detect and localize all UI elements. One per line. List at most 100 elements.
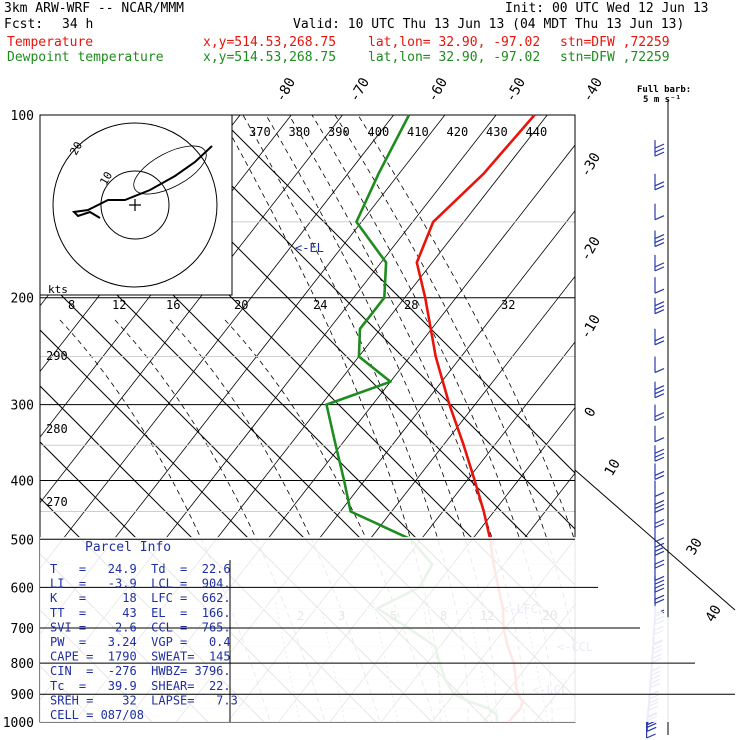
wind-barb — [654, 511, 665, 529]
hodograph-speed-label: 8 — [68, 298, 75, 312]
theta-label: 280 — [46, 422, 68, 436]
parcel-info-row: SREH = 32 LAPSE= 7.3 — [50, 693, 238, 707]
hodograph-speed-label: 20 — [234, 298, 248, 312]
wind-barb — [654, 356, 665, 374]
pressure-tick-label: 700 — [11, 622, 34, 637]
parcel-info-row: CIN = -276 HWBZ= 3796. — [50, 664, 231, 678]
pressure-tick-label: 400 — [11, 474, 34, 489]
moist-adiabat-line — [311, 115, 553, 722]
model-title: 3km ARW-WRF -- NCAR/MMM — [4, 1, 185, 16]
isotherm-line — [40, 115, 343, 504]
wind-barb — [654, 425, 665, 443]
theta-label: 290 — [46, 349, 68, 363]
wind-barb — [654, 404, 665, 422]
forecast-label: Fcst: — [4, 17, 44, 32]
parcel-info-row: SVI = 2.6 CCL = 765. — [50, 620, 231, 634]
parcel-info-row: PW = 3.24 VGP = 0.4 — [50, 635, 231, 649]
dry-adiabat-line — [216, 115, 575, 474]
wind-barb — [654, 297, 665, 315]
moist-adiabat-line — [169, 319, 381, 722]
dewpoint-xy: x,y=514.53,268.75 — [203, 50, 337, 65]
wind-barb — [654, 277, 665, 294]
hodograph-speed-label: 12 — [112, 298, 126, 312]
wind-barb — [654, 173, 665, 191]
wind-barb — [654, 539, 665, 556]
theta-label: 430 — [486, 125, 508, 139]
isotherm-label: 10 — [602, 456, 624, 479]
level-annotation: <-EL — [295, 241, 324, 255]
theta-label: 400 — [368, 125, 390, 139]
forecast-hours: 34 h — [62, 17, 94, 32]
wind-barb — [645, 722, 656, 739]
hodograph: 10 20 — [39, 114, 233, 296]
isotherm-label: 0 — [582, 405, 600, 420]
dry-adiabat-line — [40, 721, 41, 722]
theta-label: 370 — [249, 125, 271, 139]
barb-key-line2: 5 m s⁻¹ — [643, 95, 681, 105]
hodograph-ring-label: 20 — [67, 140, 85, 158]
parcel-info-row: Tc = 39.9 SHEAR= 22. — [50, 679, 231, 693]
isotherm-line — [688, 115, 740, 722]
valid-time: Valid: 10 UTC Thu 13 Jun 13 (04 MDT Thu … — [293, 17, 685, 32]
theta-label: 440 — [526, 125, 548, 139]
wind-barb — [654, 230, 665, 248]
moist-adiabat-line — [334, 115, 575, 655]
temperature-latlon: lat,lon= 32.90, -97.02 — [368, 35, 541, 50]
hodograph-speed-label: 32 — [501, 298, 515, 312]
dewpoint-station: stn=DFW ,72259 — [560, 50, 670, 65]
wind-barb — [654, 140, 665, 157]
isotherm-line — [40, 115, 394, 570]
pressure-tick-label: 300 — [11, 399, 34, 414]
isotherm-label: -40 — [580, 75, 607, 105]
hodograph-speed-label: 28 — [404, 298, 418, 312]
isotherm-label: -30 — [578, 150, 605, 180]
parcel-info-row: CELL = 087/08 — [50, 708, 144, 722]
wind-barb — [654, 525, 665, 543]
theta-label: 270 — [46, 495, 68, 509]
theta-label: 390 — [328, 125, 350, 139]
parcel-info-row: TT = 43 EL = 166. — [50, 606, 231, 620]
wind-barb — [654, 381, 665, 399]
parcel-info-panel — [40, 537, 735, 722]
init-time: Init: 00 UTC Wed 12 Jun 13 — [505, 1, 709, 16]
pressure-tick-label: 500 — [11, 533, 34, 548]
wind-barb — [654, 496, 665, 513]
parcel-info-row: K = 18 LFC = 662. — [50, 591, 231, 605]
moist-adiabat-line — [59, 319, 271, 722]
hodograph-origin-marker — [129, 199, 141, 211]
parcel-info-row: T = 24.9 Td = 22.6 — [50, 562, 231, 576]
hodograph-ring-inner — [100, 170, 170, 240]
isotherm-label: 30 — [684, 535, 706, 558]
isotherm-label: 40 — [703, 602, 725, 625]
moist-adiabat-line — [288, 115, 525, 722]
hodograph-ring-outer — [52, 122, 218, 288]
wind-barb — [654, 564, 665, 581]
temperature-xy: x,y=514.53,268.75 — [203, 35, 337, 50]
parcel-info-title: Parcel Info — [85, 540, 171, 555]
pressure-tick-label: 900 — [11, 688, 34, 703]
isotherm-label: -20 — [578, 234, 605, 264]
wind-barb — [654, 463, 665, 480]
hodograph-trace — [71, 145, 213, 219]
wind-barb — [654, 328, 665, 346]
parcel-info-row: CAPE = 1790 SWEAT= 145 — [50, 650, 231, 664]
pressure-tick-label: 100 — [11, 109, 34, 124]
dewpoint-latlon: lat,lon= 32.90, -97.02 — [368, 50, 541, 65]
isotherm-label: -70 — [347, 75, 374, 105]
wind-barb — [654, 445, 665, 462]
hodograph-speed-label: 16 — [166, 298, 180, 312]
moist-adiabat-line — [224, 319, 436, 722]
moist-adiabat-line — [114, 319, 326, 722]
theta-label: 410 — [407, 125, 429, 139]
isotherm-label: -80 — [273, 75, 300, 105]
hodograph-ring-label: 10 — [97, 170, 115, 188]
theta-label: 380 — [289, 125, 311, 139]
wind-barb — [654, 203, 665, 221]
pressure-tick-label: 200 — [11, 292, 34, 307]
temperature-station: stn=DFW ,72259 — [560, 35, 670, 50]
temperature-legend: Temperature — [7, 35, 94, 50]
hodograph-speed-label: 24 — [313, 298, 327, 312]
parcel-info-box: Parcel Info T = 24.9 Td = 22.6LI = -3.9 L… — [40, 537, 735, 722]
